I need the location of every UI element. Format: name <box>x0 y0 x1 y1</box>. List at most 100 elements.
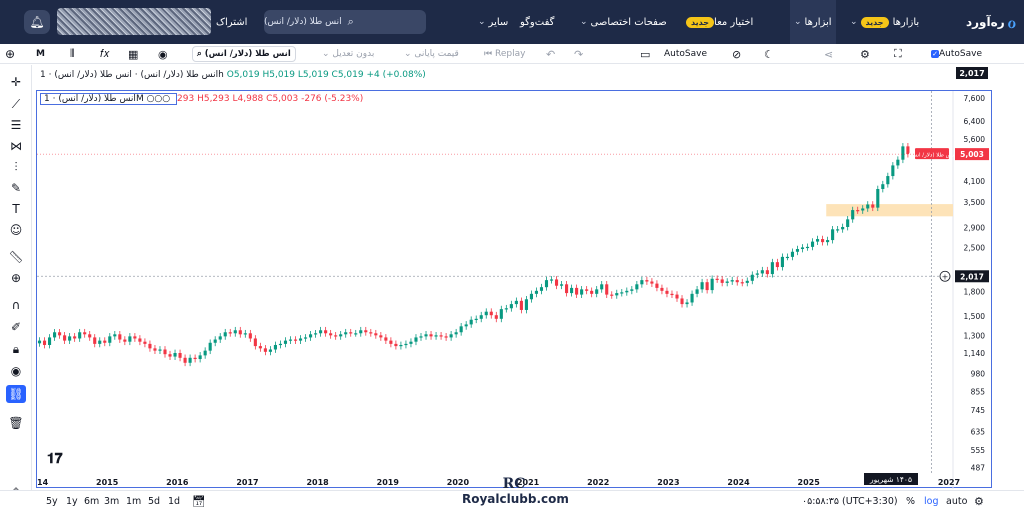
text-icon[interactable]: T <box>12 202 20 216</box>
candle <box>319 330 323 334</box>
undo-icon[interactable]: ↶ <box>546 47 556 61</box>
candle <box>504 308 508 310</box>
range-5y[interactable]: 5y <box>46 495 58 507</box>
pane-open: 293 <box>177 94 195 104</box>
ruler-icon[interactable]: 📏︎ <box>8 250 24 264</box>
candle <box>429 334 433 337</box>
eye-icon[interactable]: ◉ <box>158 47 168 61</box>
candle <box>379 335 383 338</box>
candle <box>770 262 774 275</box>
range-5d[interactable]: 5d <box>148 495 161 507</box>
nav-item-dedicated-pages[interactable]: ⌄ صفحات اختصاصی <box>580 0 667 44</box>
fx-icon[interactable]: 𝑓𝑥 <box>100 47 110 60</box>
layout-grid-icon[interactable]: ▦ <box>128 47 139 61</box>
adjust-dropdown[interactable]: ⌄ بدون تعدیل <box>322 44 374 64</box>
range-6m[interactable]: 6m <box>84 495 100 507</box>
search-input[interactable]: ⌕ انس طلا (دلار/ انس) <box>264 10 426 34</box>
pane-legend-title[interactable]: انس طلا (دلار/ انس) · 1M ○○○ <box>40 93 178 105</box>
candle <box>459 326 463 333</box>
add-symbol-icon[interactable]: ⊕ <box>5 47 16 61</box>
fullscreen-icon[interactable]: ⛶ <box>894 47 902 60</box>
y-tick-label: 2,500 <box>964 243 986 252</box>
emoji-icon[interactable]: ☺ <box>9 223 23 237</box>
crosshair-icon[interactable]: ✛ <box>10 75 22 89</box>
logo[interactable]: ره‌آورد ℴ <box>924 4 1024 40</box>
share-icon[interactable]: ⋖ <box>824 47 834 61</box>
save-layout-icon[interactable]: ▭ <box>640 47 651 61</box>
candle <box>53 332 57 338</box>
candle <box>339 334 343 337</box>
link-icon[interactable]: ⛓ <box>6 385 26 403</box>
pattern-icon[interactable]: ⋈ <box>10 139 22 153</box>
candle <box>846 219 850 227</box>
scale-settings-icon[interactable]: ⚙ <box>974 494 984 508</box>
log-toggle[interactable]: log <box>924 495 939 507</box>
candle <box>795 249 800 252</box>
autosave-label[interactable]: AutoSave <box>664 49 707 59</box>
indicators-icon[interactable]: ⫴ <box>70 47 75 60</box>
range-1d[interactable]: 1d <box>168 495 181 507</box>
chart-pane[interactable]: 7,600 6,400 5,600 4,100 3,500 2,900 2,500 1,800… <box>36 90 993 489</box>
auto-toggle[interactable]: auto <box>946 495 968 507</box>
nav-item-chat[interactable]: گفت‌وگو <box>520 0 554 44</box>
magnet-icon[interactable]: ∩ <box>11 298 21 312</box>
pane-low: L4,988 <box>232 94 264 104</box>
nav-item-options[interactable]: اختیار معامله <box>700 0 753 44</box>
range-1y[interactable]: 1y <box>66 495 78 507</box>
settings-icon[interactable]: ⚙ <box>860 47 870 61</box>
pane-high: H5,293 <box>197 94 230 104</box>
candle <box>364 330 368 333</box>
trash-icon[interactable]: 🗑︎ <box>8 416 24 430</box>
snapshot-icon[interactable]: ⊘ <box>732 47 742 61</box>
x-tick-label: 2016 <box>166 478 189 487</box>
nav-item-markets[interactable]: ⌄ جدید بازارها <box>850 0 919 44</box>
candle <box>454 332 458 335</box>
pane-menu-dots-icon[interactable]: ○○○ <box>146 94 171 104</box>
candle <box>901 146 905 160</box>
candle <box>349 332 353 334</box>
range-1m[interactable]: 1m <box>126 495 142 507</box>
y-tick-label: 5,600 <box>964 135 986 144</box>
bell-icon[interactable]: 🔔︎ <box>24 10 50 34</box>
candle <box>810 241 815 247</box>
candle <box>359 330 363 334</box>
candle <box>414 337 418 342</box>
lock-drawings-icon[interactable]: ✐ <box>10 320 22 334</box>
zoom-in-icon[interactable]: ⊕ <box>10 271 22 285</box>
symbol-search-button[interactable]: ⌕ انس طلا (دلار/ انس) <box>192 46 296 62</box>
subscribe-link[interactable]: اشتراک <box>216 0 247 44</box>
theme-moon-icon[interactable]: ☾ <box>764 47 774 61</box>
candle <box>47 337 52 345</box>
trend-line-icon[interactable]: ⟋ <box>11 96 21 111</box>
y-tick-label: 1,800 <box>964 288 986 297</box>
symbol-label: انس طلا (دلار/ انس) <box>204 49 291 59</box>
replay-button[interactable]: ⏮ Replay <box>484 44 525 64</box>
symbol-search-icon: ⌕ <box>197 49 205 59</box>
autosave-toggle[interactable]: ✓ AutoSave <box>928 44 982 64</box>
candle <box>685 302 689 305</box>
candle <box>183 357 187 363</box>
x-tick-label: 2024 <box>727 478 750 487</box>
lock-icon[interactable]: 🔒︎ <box>12 341 20 356</box>
clock-time[interactable]: ۰۵:۵۸:۳۵ (UTC+3:30) <box>802 495 898 507</box>
price-type-dropdown[interactable]: ⌄ قیمت پایانی <box>404 44 459 64</box>
candlestick-chart[interactable]: 7,600 6,400 5,600 4,100 3,500 2,900 2,500 1,800… <box>37 91 993 489</box>
percent-toggle[interactable]: % <box>906 495 916 507</box>
projection-icon[interactable]: ⫶ <box>14 159 18 174</box>
calendar-range-icon[interactable]: 📅︎ <box>192 494 206 508</box>
brush-icon[interactable]: ✎ <box>10 181 22 195</box>
candle <box>841 226 845 230</box>
candle <box>384 337 388 341</box>
nav-item-tools[interactable]: ⌄ ابزارها <box>790 0 836 44</box>
candle <box>544 280 549 288</box>
candle <box>138 338 142 342</box>
visibility-eye-icon[interactable]: ◉ <box>10 364 22 378</box>
range-3m[interactable]: 3m <box>104 495 120 507</box>
fib-retracement-icon[interactable]: ☰ <box>10 118 22 132</box>
candle <box>253 338 257 347</box>
redo-icon[interactable]: ↷ <box>574 47 584 61</box>
y-tick-label: 1,300 <box>964 331 986 340</box>
candle <box>554 279 559 286</box>
interval-button[interactable]: M <box>36 49 45 59</box>
nav-item-more[interactable]: ⌄ سایر <box>478 0 508 44</box>
